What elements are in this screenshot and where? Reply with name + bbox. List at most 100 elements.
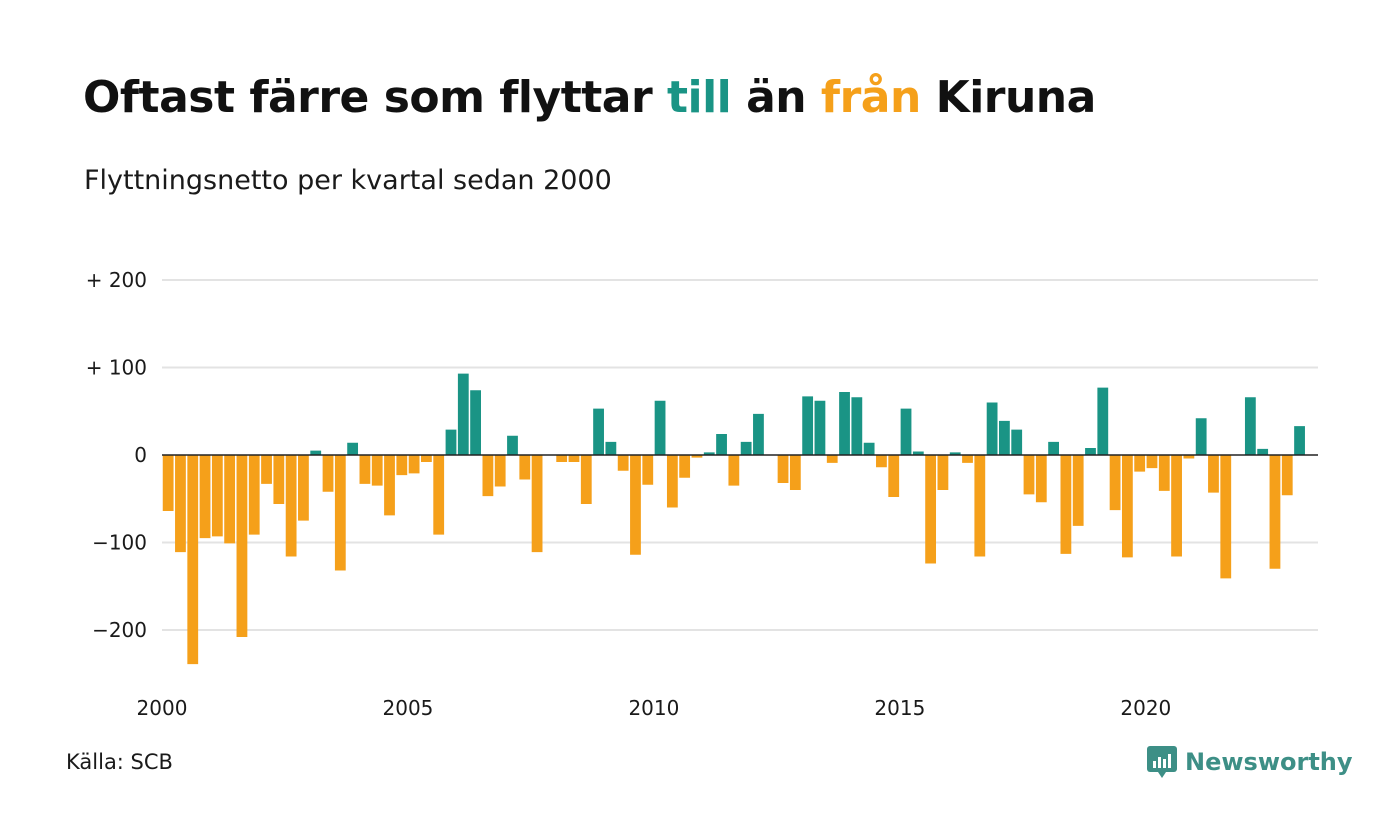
bar [1060,455,1072,554]
bar [371,455,383,486]
bar [1097,387,1109,455]
bar [285,455,297,557]
brand-logo: Newsworthy [1147,742,1353,782]
bar [1195,418,1207,455]
bar [580,455,592,504]
bar [851,397,863,455]
bar [949,452,961,455]
bar [433,455,445,535]
bar [876,455,887,468]
bar [740,441,752,455]
bar [974,455,986,557]
bar [703,452,715,455]
bar [421,455,432,462]
bar [1244,397,1256,455]
bar [986,402,998,455]
bar [1072,455,1084,526]
bar [199,455,211,539]
y-tick-label: + 200 [86,268,147,292]
bar [457,373,469,455]
bar [310,450,322,455]
bar [802,396,814,455]
bar [162,455,174,511]
bar [962,455,973,463]
bar [814,400,826,455]
bar [1257,448,1269,455]
bar [322,455,334,492]
x-tick-label: 2015 [874,696,925,720]
bar [236,455,248,637]
chart-title: Oftast färre som flyttar till än från Ki… [83,72,1096,123]
bar [408,455,420,474]
bar [1208,455,1219,493]
bar [568,455,580,462]
bar [1035,455,1047,503]
bar [1023,455,1035,495]
bar [1085,448,1096,455]
bar [1281,455,1293,496]
title-part-3: Kiruna [920,72,1097,123]
bar [187,455,199,665]
chart-subtitle: Flyttningsnetto per kvartal sedan 2000 [84,165,612,196]
bar [347,442,359,455]
x-tick-label: 2010 [628,696,679,720]
bar [224,455,236,544]
bar [1294,426,1305,455]
bar [630,455,641,555]
bar [384,455,395,516]
y-tick-label: 0 [134,443,147,467]
title-highlight-fran: från [820,72,921,123]
bar [1121,455,1133,558]
bar [654,400,666,455]
bar [679,455,691,478]
title-part-2: än [731,72,821,123]
bar [642,455,654,485]
brand-name: Newsworthy [1185,748,1353,776]
bar [753,413,764,455]
title-part-1: Oftast färre som flyttar [83,72,667,123]
bar [826,455,838,463]
x-tick-label: 2005 [383,696,434,720]
bar [666,455,678,508]
bar [1048,441,1059,455]
title-highlight-till: till [666,72,732,123]
bar [1220,455,1232,579]
bar [507,435,518,455]
bar [445,429,457,455]
bar [937,455,949,490]
bar [863,442,875,455]
bar [261,455,272,484]
y-tick-label: −100 [92,531,147,555]
bar-chart: + 200 + 100 0 −100 −200 2000 2005 2010 2015 2020 [86,268,1318,720]
bar [1158,455,1170,491]
bar [334,455,346,571]
bar [494,455,506,487]
bar [1269,455,1281,569]
bar [716,434,727,455]
bar [789,455,801,490]
bar [1171,455,1182,557]
bar [519,455,531,480]
bar [617,455,629,471]
bar [1146,455,1158,469]
bar [999,420,1010,455]
bar [593,408,604,455]
bar [556,455,568,462]
bar [482,455,494,497]
bar [248,455,260,535]
bar [888,455,900,497]
bar [298,455,309,521]
bar [211,455,223,537]
bar [273,455,285,504]
bar [925,455,937,564]
bar [175,455,186,553]
newsworthy-logo-icon [1147,746,1177,778]
bar [1183,455,1195,459]
bar [1134,455,1146,472]
x-tick-label: 2020 [1120,696,1171,720]
bar [900,408,912,455]
bar [777,455,789,483]
y-tick-label: −200 [92,618,147,642]
bar [912,451,924,455]
source-note: Källa: SCB [66,750,173,774]
